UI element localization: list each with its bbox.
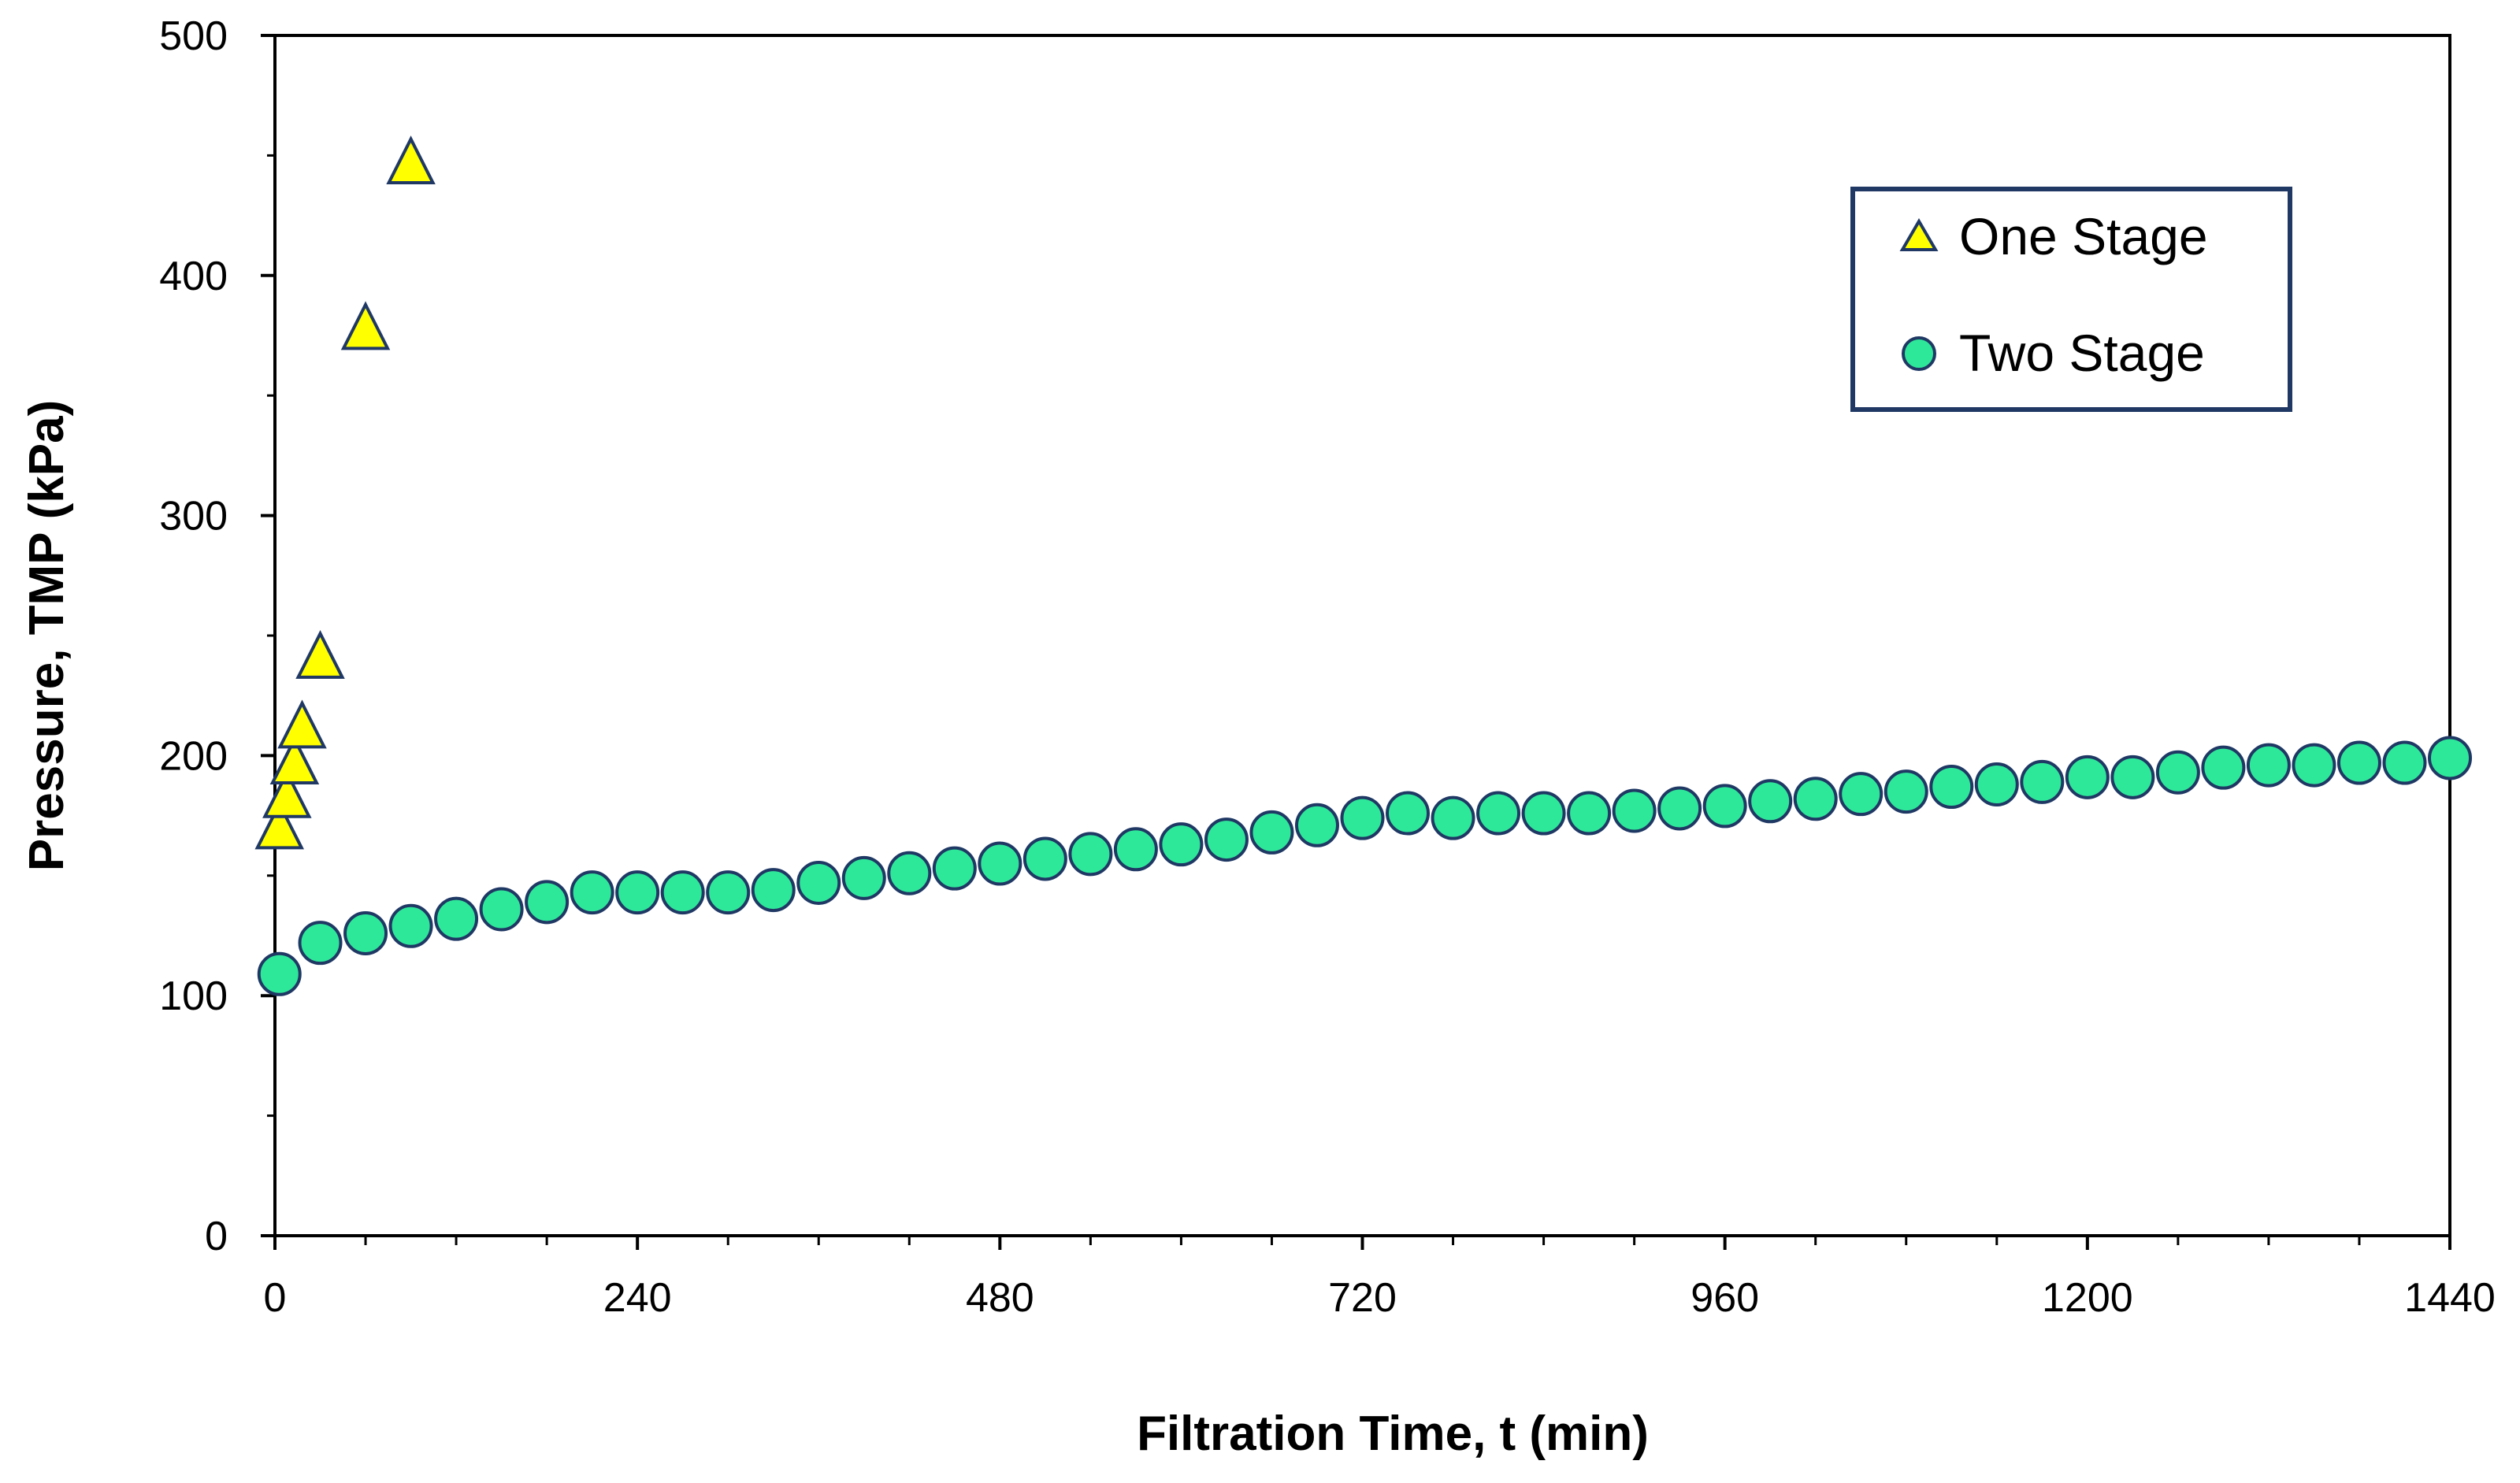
two-stage-point bbox=[525, 880, 570, 925]
two-stage-point bbox=[1521, 791, 1566, 836]
two-stage-point bbox=[479, 887, 524, 932]
x-tick-label: 0 bbox=[264, 1275, 287, 1321]
two-stage-point bbox=[1476, 791, 1521, 836]
two-stage-point bbox=[978, 841, 1022, 886]
two-stage-point bbox=[2201, 745, 2246, 790]
two-stage-point bbox=[2155, 750, 2200, 795]
y-tick-label: 100 bbox=[159, 973, 228, 1019]
two-stage-point bbox=[660, 870, 705, 915]
two-stage-point bbox=[887, 851, 932, 895]
one-stage-point bbox=[386, 135, 436, 185]
y-tick-label: 300 bbox=[159, 494, 228, 539]
x-tick-label: 480 bbox=[966, 1275, 1034, 1321]
two-stage-point bbox=[2292, 743, 2336, 788]
two-stage-point bbox=[298, 921, 343, 966]
two-stage-point bbox=[706, 870, 751, 915]
two-stage-point bbox=[1431, 795, 1475, 840]
legend-label-one-stage: One Stage bbox=[1959, 207, 2208, 265]
y-tick-label: 200 bbox=[159, 733, 228, 779]
two-stage-point bbox=[257, 951, 302, 996]
two-stage-point bbox=[570, 870, 614, 915]
two-stage-point bbox=[1159, 822, 1204, 867]
x-tick-label: 240 bbox=[603, 1275, 672, 1321]
legend-marker-one-stage bbox=[1899, 218, 1939, 251]
legend: One Stage Two Stage bbox=[1850, 187, 2292, 412]
two-stage-point bbox=[1612, 788, 1657, 833]
two-stage-point bbox=[1249, 810, 1294, 855]
one-stage-point bbox=[340, 301, 391, 350]
two-stage-point bbox=[1793, 777, 1838, 821]
two-stage-point bbox=[1294, 803, 1339, 847]
x-tick-label: 1200 bbox=[2042, 1275, 2133, 1321]
two-stage-point bbox=[1748, 779, 1793, 824]
one-stage-point bbox=[269, 736, 320, 785]
one-stage-point bbox=[277, 699, 327, 749]
two-stage-point bbox=[2382, 740, 2427, 785]
two-stage-point bbox=[1567, 791, 1612, 836]
x-tick-label: 960 bbox=[1691, 1275, 1759, 1321]
two-stage-point bbox=[1022, 836, 1067, 881]
y-axis-title: Pressure, TMP (kPa) bbox=[20, 400, 74, 871]
legend-marker-two-stage bbox=[1902, 336, 1936, 371]
one-stage-point bbox=[262, 769, 312, 818]
two-stage-point bbox=[2065, 754, 2110, 799]
two-stage-point bbox=[434, 896, 479, 941]
one-stage-point bbox=[295, 629, 345, 679]
two-stage-point bbox=[2336, 740, 2381, 785]
two-stage-point bbox=[343, 910, 388, 955]
x-tick-label: 1440 bbox=[2404, 1275, 2496, 1321]
axis-tick-labels: 0 240 480 720 960 1200 1440 0 100 200 300 400 500 bbox=[159, 13, 2496, 1321]
two-stage-point bbox=[932, 846, 977, 891]
legend-box bbox=[1850, 187, 2292, 412]
two-stage-point bbox=[1386, 791, 1431, 836]
two-stage-point bbox=[1204, 818, 1249, 862]
axis-ticks bbox=[261, 34, 2451, 1250]
two-stage-point bbox=[615, 870, 660, 915]
data-points bbox=[254, 135, 2472, 996]
two-stage-point bbox=[1839, 772, 1884, 817]
two-stage-point bbox=[1974, 762, 2019, 806]
y-tick-label: 0 bbox=[205, 1214, 228, 1259]
two-stage-point bbox=[2020, 759, 2065, 804]
two-stage-point bbox=[2110, 754, 2155, 799]
two-stage-point bbox=[751, 868, 796, 913]
two-stage-point bbox=[1113, 827, 1158, 872]
two-stage-point bbox=[2428, 736, 2472, 780]
two-stage-point bbox=[1884, 769, 1928, 814]
two-stage-point bbox=[1657, 786, 1702, 831]
one-stage-point bbox=[254, 800, 305, 850]
two-stage-point bbox=[1068, 832, 1113, 877]
two-stage-point bbox=[1702, 784, 1747, 829]
y-tick-label: 400 bbox=[159, 254, 228, 299]
two-stage-point bbox=[388, 903, 433, 948]
two-stage-point bbox=[796, 860, 841, 905]
x-tick-label: 720 bbox=[1328, 1275, 1397, 1321]
x-axis-title: Filtration Time, t (min) bbox=[1137, 1407, 1649, 1461]
y-tick-label: 500 bbox=[159, 13, 228, 59]
two-stage-point bbox=[841, 855, 886, 900]
two-stage-point bbox=[1340, 795, 1385, 840]
legend-label-two-stage: Two Stage bbox=[1959, 324, 2205, 382]
two-stage-point bbox=[1929, 765, 1974, 810]
two-stage-point bbox=[2246, 743, 2291, 788]
